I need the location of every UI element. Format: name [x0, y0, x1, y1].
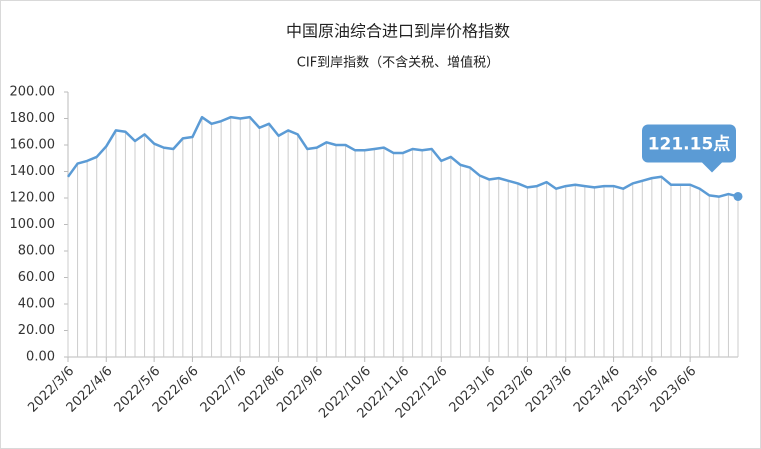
y-tick-label: 40.00: [18, 297, 55, 312]
y-tick-label: 180.00: [10, 111, 56, 126]
chart-subtitle: CIF到岸指数（不含关税、增值税）: [297, 55, 499, 71]
y-tick-label: 160.00: [10, 138, 56, 153]
callout-box: [642, 124, 736, 163]
y-tick-label: 100.00: [10, 217, 56, 232]
y-tick-label: 120.00: [10, 191, 56, 206]
data-line: [66, 115, 739, 198]
y-tick-label: 20.00: [18, 323, 55, 338]
y-tick-label: 0.00: [26, 350, 55, 365]
y-tick-label: 140.00: [10, 164, 56, 179]
y-tick-label: 80.00: [18, 244, 55, 259]
y-tick-label: 60.00: [18, 270, 55, 285]
callout-pointer: [702, 162, 722, 173]
end-marker: [733, 191, 743, 201]
chart-title: 中国原油综合进口到岸价格指数: [286, 22, 510, 41]
y-tick-label: 200.00: [10, 85, 56, 100]
value-label: 121.15点: [648, 133, 731, 154]
